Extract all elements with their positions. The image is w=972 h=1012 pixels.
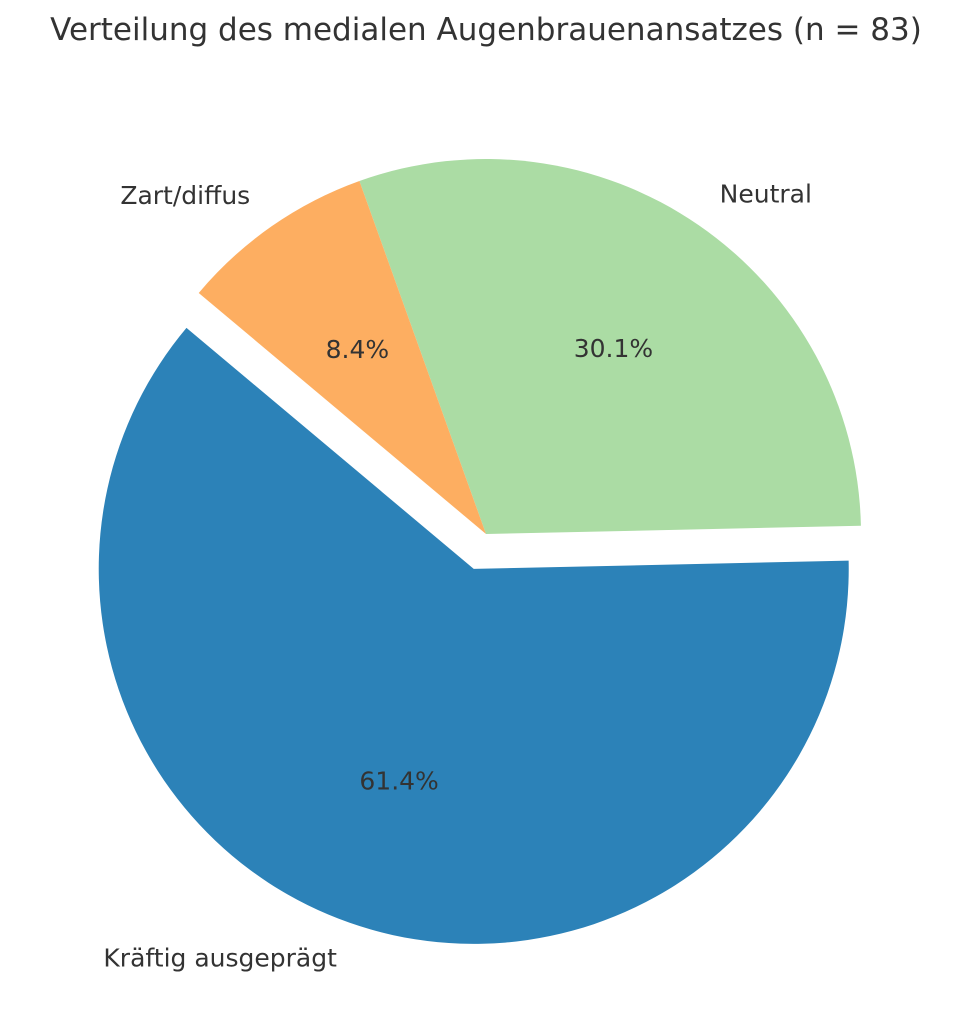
pie-slice-neutral: [359, 159, 861, 534]
slice-percentage-neutral: 30.1%: [574, 334, 653, 363]
slice-label-kr-ftig-ausgepr-gt: Kräftig ausgeprägt: [103, 944, 337, 973]
pie-slice-zart-diffus: [198, 181, 486, 534]
slice-percentage-kr-ftig-ausgepr-gt: 61.4%: [359, 767, 438, 796]
chart-title: Verteilung des medialen Augenbrauenansat…: [50, 12, 922, 48]
slice-percentage-zart-diffus: 8.4%: [326, 335, 390, 364]
pie-slices: [98, 159, 861, 944]
slice-label-zart-diffus: Zart/diffus: [120, 181, 250, 210]
slice-label-neutral: Neutral: [720, 180, 812, 209]
pie-slice-kr-ftig-ausgepr-gt: [98, 327, 849, 944]
pie-labels: Kräftig ausgeprägt 61.4% Neutral 30.1% Zart/…: [103, 180, 812, 973]
